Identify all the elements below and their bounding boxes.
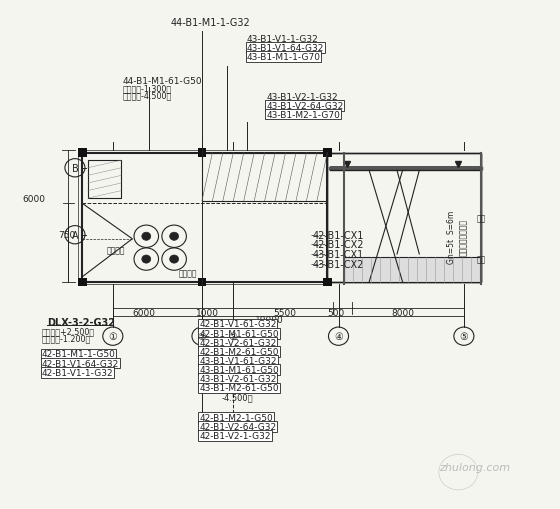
Text: 下管口：-4.500米: 下管口：-4.500米 — [123, 91, 172, 100]
Bar — [82, 153, 328, 282]
Text: 44-B1-M1-1-G32: 44-B1-M1-1-G32 — [170, 18, 250, 27]
Text: 泵站用房: 泵站用房 — [106, 246, 125, 255]
Text: -4.500米: -4.500米 — [222, 393, 253, 402]
Text: 公路: 公路 — [477, 255, 486, 264]
Bar — [323, 149, 332, 157]
Text: 42-B1-V2-1-G32: 42-B1-V2-1-G32 — [199, 431, 270, 440]
Bar — [198, 278, 207, 287]
Bar — [198, 149, 207, 157]
Text: 19000: 19000 — [254, 316, 283, 325]
Text: 地泵用房: 地泵用房 — [179, 269, 197, 278]
Text: 43-B1-M1-61-G50: 43-B1-M1-61-G50 — [199, 365, 279, 375]
Circle shape — [142, 256, 151, 264]
Text: 43-B1-CX2: 43-B1-CX2 — [312, 260, 363, 270]
Text: 下管口：-1.200米: 下管口：-1.200米 — [41, 333, 91, 343]
Circle shape — [170, 256, 179, 264]
Bar — [344, 257, 480, 282]
Text: 42-B1-M2-1-G50: 42-B1-M2-1-G50 — [199, 413, 273, 422]
Text: 43-B1-M2-61-G50: 43-B1-M2-61-G50 — [199, 384, 279, 392]
Bar — [202, 153, 328, 202]
Text: B: B — [72, 163, 78, 174]
Text: 42-B1-CX1: 42-B1-CX1 — [312, 230, 363, 240]
Text: ②: ② — [198, 331, 207, 342]
Circle shape — [142, 233, 151, 241]
Bar — [78, 278, 87, 287]
Text: ④: ④ — [334, 331, 343, 342]
Text: 1000: 1000 — [196, 308, 219, 317]
Text: 上管口：-1.300米: 上管口：-1.300米 — [123, 84, 172, 93]
Bar — [88, 161, 121, 199]
Text: DLX-3-2-G32: DLX-3-2-G32 — [47, 318, 115, 328]
Text: 8000: 8000 — [391, 308, 414, 317]
Bar — [323, 278, 332, 287]
Text: 500: 500 — [327, 308, 344, 317]
Text: 43-B1-V1-1-G32: 43-B1-V1-1-G32 — [246, 35, 318, 44]
Text: 6000: 6000 — [132, 308, 155, 317]
Text: 5500: 5500 — [273, 308, 296, 317]
Text: ⑤: ⑤ — [460, 331, 468, 342]
Text: Gn=5t  S=6m: Gn=5t S=6m — [447, 210, 456, 263]
Bar — [78, 149, 87, 157]
Text: 43-B1-V1-61-G32: 43-B1-V1-61-G32 — [199, 356, 277, 365]
Text: 42-B1-V2-64-G32: 42-B1-V2-64-G32 — [199, 422, 276, 431]
Text: 750: 750 — [58, 231, 75, 240]
Text: 43-B1-V2-61-G32: 43-B1-V2-61-G32 — [199, 375, 277, 383]
Text: 42-B1-M1-61-G50: 42-B1-M1-61-G50 — [199, 329, 279, 338]
Text: 42-B1-M1-1-G50: 42-B1-M1-1-G50 — [41, 350, 115, 359]
Text: 42-B1-CX2: 42-B1-CX2 — [312, 239, 364, 249]
Text: 42-B1-V1-64-G32: 42-B1-V1-64-G32 — [41, 359, 119, 368]
Text: 6000: 6000 — [22, 194, 45, 203]
Text: 公路: 公路 — [477, 214, 486, 222]
Text: 43-B1-M2-1-G70: 43-B1-M2-1-G70 — [266, 110, 340, 119]
Text: 43-B1-V2-64-G32: 43-B1-V2-64-G32 — [266, 102, 343, 110]
Text: A: A — [72, 230, 78, 240]
Text: 43-B1-V1-64-G32: 43-B1-V1-64-G32 — [246, 44, 324, 53]
Bar — [328, 153, 480, 282]
Text: zhulong.com: zhulong.com — [440, 462, 511, 472]
Text: 电动单梁式起重机: 电动单梁式起重机 — [459, 218, 468, 255]
Text: 42-B1-V1-61-G32: 42-B1-V1-61-G32 — [199, 320, 277, 329]
Text: 42-B1-V2-61-G32: 42-B1-V2-61-G32 — [199, 338, 277, 347]
Text: 43-B1-CX1: 43-B1-CX1 — [312, 249, 363, 260]
Text: 43-B1-V2-1-G32: 43-B1-V2-1-G32 — [266, 93, 338, 102]
Bar — [328, 153, 480, 282]
Text: 44-B1-M1-61-G50: 44-B1-M1-61-G50 — [123, 76, 203, 86]
Circle shape — [170, 233, 179, 241]
Text: ①: ① — [109, 331, 117, 342]
Text: 42-B1-V1-1-G32: 42-B1-V1-1-G32 — [41, 368, 113, 377]
Text: 42-B1-M2-61-G50: 42-B1-M2-61-G50 — [199, 347, 279, 356]
Bar — [78, 151, 330, 285]
Text: 上管口：+2.500米: 上管口：+2.500米 — [41, 326, 95, 335]
Text: ③: ③ — [228, 331, 237, 342]
Text: 43-B1-M1-1-G70: 43-B1-M1-1-G70 — [246, 53, 320, 62]
